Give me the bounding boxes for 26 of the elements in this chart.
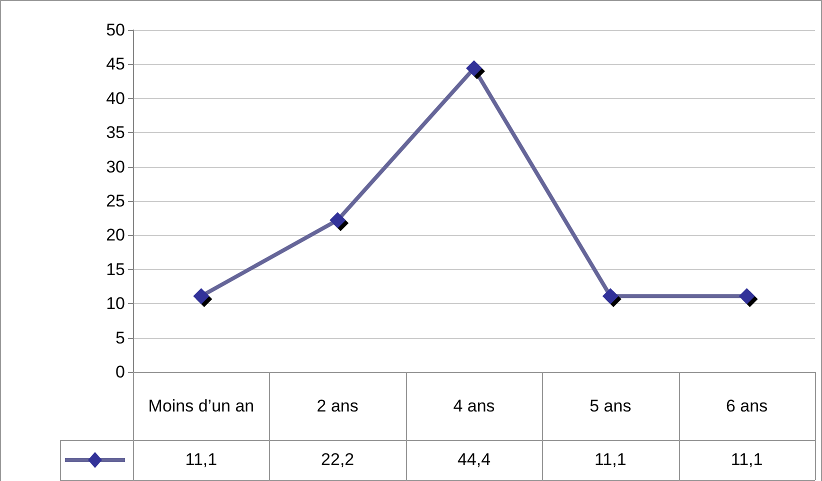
data-label: 11,1 <box>593 449 628 471</box>
x-tick-label: 5 ans <box>590 396 632 416</box>
x-tick-label: Moins d’un an <box>148 396 254 416</box>
data-label: 44,4 <box>456 449 492 471</box>
point <box>193 288 210 304</box>
y-tick-label: 0 <box>116 362 125 382</box>
y-tick-label: 20 <box>106 226 125 245</box>
data-label: 22,2 <box>320 449 356 471</box>
y-tick-label: 5 <box>116 328 125 348</box>
x-tick-label: 4 ans <box>453 396 495 416</box>
y-tick-label: 30 <box>106 157 125 176</box>
point <box>738 288 755 304</box>
data-label: 11,1 <box>730 449 764 471</box>
y-tick-label: 40 <box>106 88 125 108</box>
y-tick-label: 45 <box>106 54 125 74</box>
y-tick-label: 10 <box>106 294 125 314</box>
y-tick-label: 25 <box>106 192 125 210</box>
data-label: 11,1 <box>184 449 218 471</box>
point <box>330 212 346 228</box>
point <box>602 288 618 304</box>
point <box>466 60 482 76</box>
x-tick-label: 6 ans <box>726 396 768 416</box>
x-tick-label: 2 ans <box>316 396 358 416</box>
y-tick-label: 50 <box>106 20 125 40</box>
y-tick-label: 15 <box>106 260 125 279</box>
y-tick-label: 35 <box>106 123 125 142</box>
